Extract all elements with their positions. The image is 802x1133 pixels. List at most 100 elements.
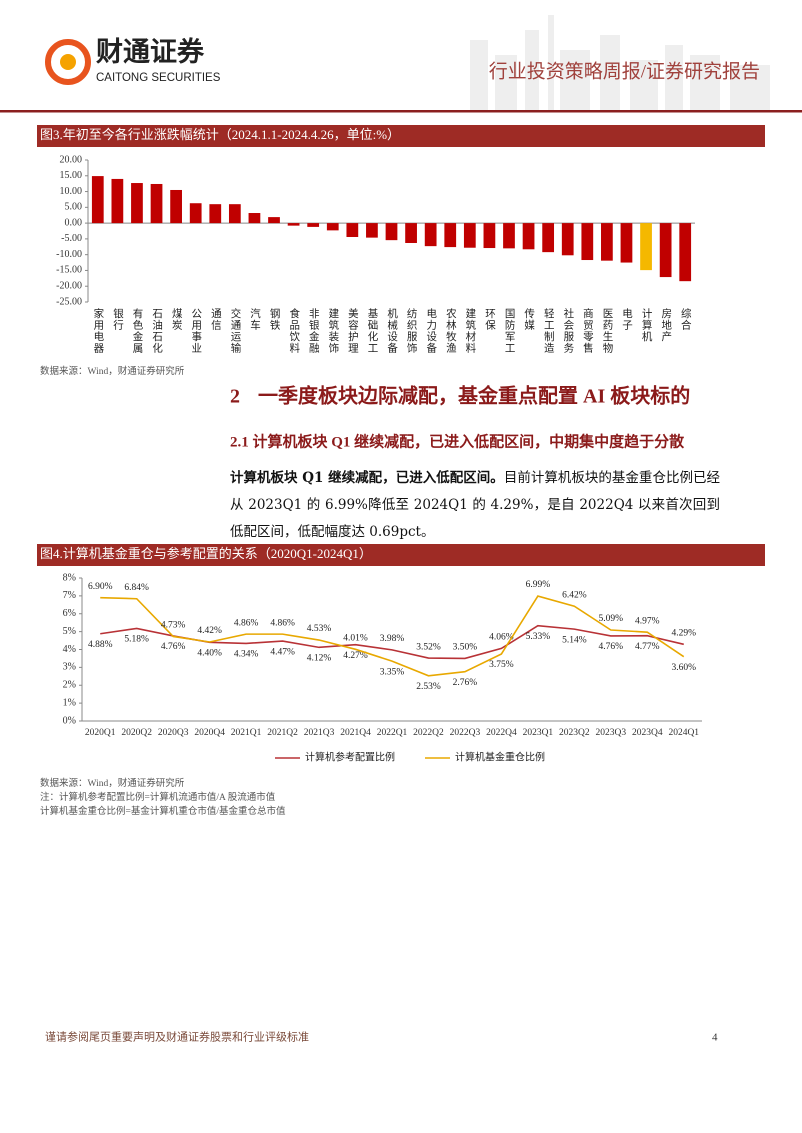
y-tick-label: 0.00 — [65, 217, 83, 228]
data-label: 4.86% — [234, 618, 259, 628]
figure-title: 图4.计算机基金重仓与参考配置的关系（2020Q1-2024Q1） — [40, 546, 372, 561]
x-tick-label: 2023Q3 — [596, 728, 627, 738]
data-label: 5.18% — [124, 635, 149, 645]
x-tick-label: 医药生物 — [601, 308, 612, 354]
data-label: 5.09% — [599, 614, 624, 624]
note: 注：计算机参考配置比例=计算机流通市值/A 股流通市值 — [40, 791, 276, 803]
source: 数据来源：Wind，财通证券研究所 — [40, 777, 185, 789]
figure-title-bar — [37, 125, 765, 147]
bar — [91, 176, 104, 224]
y-tick-label: -15.00 — [56, 265, 82, 276]
subsection-title: 2.1 计算机板块 Q1 继续减配，已进入低配区间，中期集中度趋于分散 — [230, 432, 685, 450]
bar — [601, 223, 613, 261]
y-tick-label: 4% — [63, 644, 76, 655]
x-tick-label: 石油石化 — [151, 308, 162, 354]
data-label: 6.42% — [562, 590, 587, 600]
bar — [268, 217, 280, 224]
x-tick-label: 传媒 — [523, 308, 534, 331]
x-tick-label: 2021Q4 — [340, 728, 371, 738]
data-label: 3.35% — [380, 667, 405, 677]
bar — [228, 204, 241, 224]
data-label: 3.75% — [489, 660, 514, 670]
x-tick-label: 2022Q2 — [413, 728, 444, 738]
x-tick-label: 2023Q4 — [632, 728, 663, 738]
data-label: 4.01% — [343, 634, 368, 644]
paragraph: 计算机板块 Q1 继续减配，已进入低配区间。目前计算机板块的基金重仓比例已经从 … — [230, 465, 720, 546]
bar — [483, 223, 496, 249]
y-tick-label: 15.00 — [60, 170, 83, 181]
data-label: 4.88% — [88, 640, 113, 650]
y-tick-label: 8% — [63, 572, 76, 583]
x-tick-label: 2020Q1 — [85, 728, 116, 738]
legend-label: 计算机参考配置比例 — [305, 750, 395, 763]
x-tick-label: 2021Q3 — [304, 728, 335, 738]
skyline — [470, 15, 770, 110]
logo-en: CAITONG SECURITIES — [96, 72, 221, 84]
series-line — [100, 595, 685, 677]
source: 数据来源：Wind，财通证券研究所 — [40, 365, 185, 377]
data-label: 4.12% — [307, 654, 332, 664]
bar — [503, 223, 515, 249]
bar — [522, 223, 535, 250]
bar — [150, 183, 163, 224]
data-label: 6.99% — [526, 580, 551, 590]
x-tick-label: 银行 — [112, 307, 123, 331]
paragraph-bold: 计算机板块 Q1 继续减配，已进入低配区间。 — [230, 470, 504, 486]
bar — [640, 223, 652, 271]
x-tick-label: 钢铁 — [269, 307, 280, 331]
logo-icon — [45, 39, 91, 85]
x-tick-label: 公用事业 — [190, 308, 201, 354]
x-tick-label: 机械设备 — [386, 307, 397, 354]
x-tick-label: 2023Q1 — [523, 728, 554, 738]
data-label: 2.53% — [416, 682, 441, 692]
section-title: 一季度板块边际减配，基金重点配置 AI 板块标的 — [258, 384, 690, 408]
x-tick-label: 环保 — [484, 308, 495, 331]
bar — [620, 223, 633, 263]
bar — [542, 223, 555, 253]
x-tick-label: 有色金属 — [132, 307, 143, 354]
bar — [385, 223, 398, 241]
bar — [326, 223, 339, 231]
x-tick-label: 综合 — [680, 307, 691, 331]
bar — [307, 223, 320, 227]
note: 计算机基金重仓比例=基金计算机重仓市值/基金重仓总市值 — [40, 805, 286, 817]
x-tick-label: 2021Q1 — [231, 728, 262, 738]
paragraph-text: 目前计算机板块的基金重仓比例已经从 2023Q1 的 6.99%降低至 2024… — [230, 470, 720, 540]
x-tick-label: 非银金融 — [308, 308, 319, 354]
data-label: 4.76% — [161, 642, 186, 652]
bar — [405, 223, 417, 243]
bar — [444, 223, 457, 248]
bar — [659, 223, 672, 278]
data-label: 4.42% — [197, 626, 222, 636]
bar — [463, 223, 476, 248]
x-tick-label: 纺织服饰 — [406, 307, 417, 354]
y-tick-label: 20.00 — [60, 154, 83, 165]
y-tick-label: -20.00 — [56, 281, 82, 292]
y-tick-label: 7% — [63, 590, 76, 601]
data-label: 4.73% — [161, 621, 186, 631]
report-type: 行业投资策略周报/证券研究报告 — [489, 60, 760, 82]
bar — [346, 223, 359, 237]
bar — [424, 223, 437, 247]
header-rule — [0, 110, 802, 113]
x-tick-label: 美容护理 — [347, 307, 358, 354]
y-tick-label: 5% — [63, 626, 76, 637]
data-label: 4.86% — [270, 618, 295, 628]
data-label: 3.98% — [380, 634, 405, 644]
x-tick-label: 房地产 — [660, 307, 671, 342]
data-label: 2.76% — [453, 678, 478, 688]
page-number: 4 — [712, 1032, 718, 1044]
x-tick-label: 2021Q2 — [267, 728, 298, 738]
figure-title: 图3.年初至今各行业涨跌幅统计（2024.1.1-2024.4.26，单位:%） — [40, 127, 400, 142]
x-tick-label: 电力设备 — [425, 307, 436, 354]
y-tick-label: 2% — [63, 680, 76, 691]
data-label: 6.84% — [124, 583, 149, 593]
legend-label: 计算机基金重仓比例 — [455, 750, 545, 763]
bar — [366, 223, 378, 238]
data-label: 4.29% — [671, 629, 696, 639]
y-tick-label: -25.00 — [56, 296, 82, 307]
x-tick-label: 农林牧渔 — [445, 307, 456, 354]
bar — [209, 204, 222, 224]
